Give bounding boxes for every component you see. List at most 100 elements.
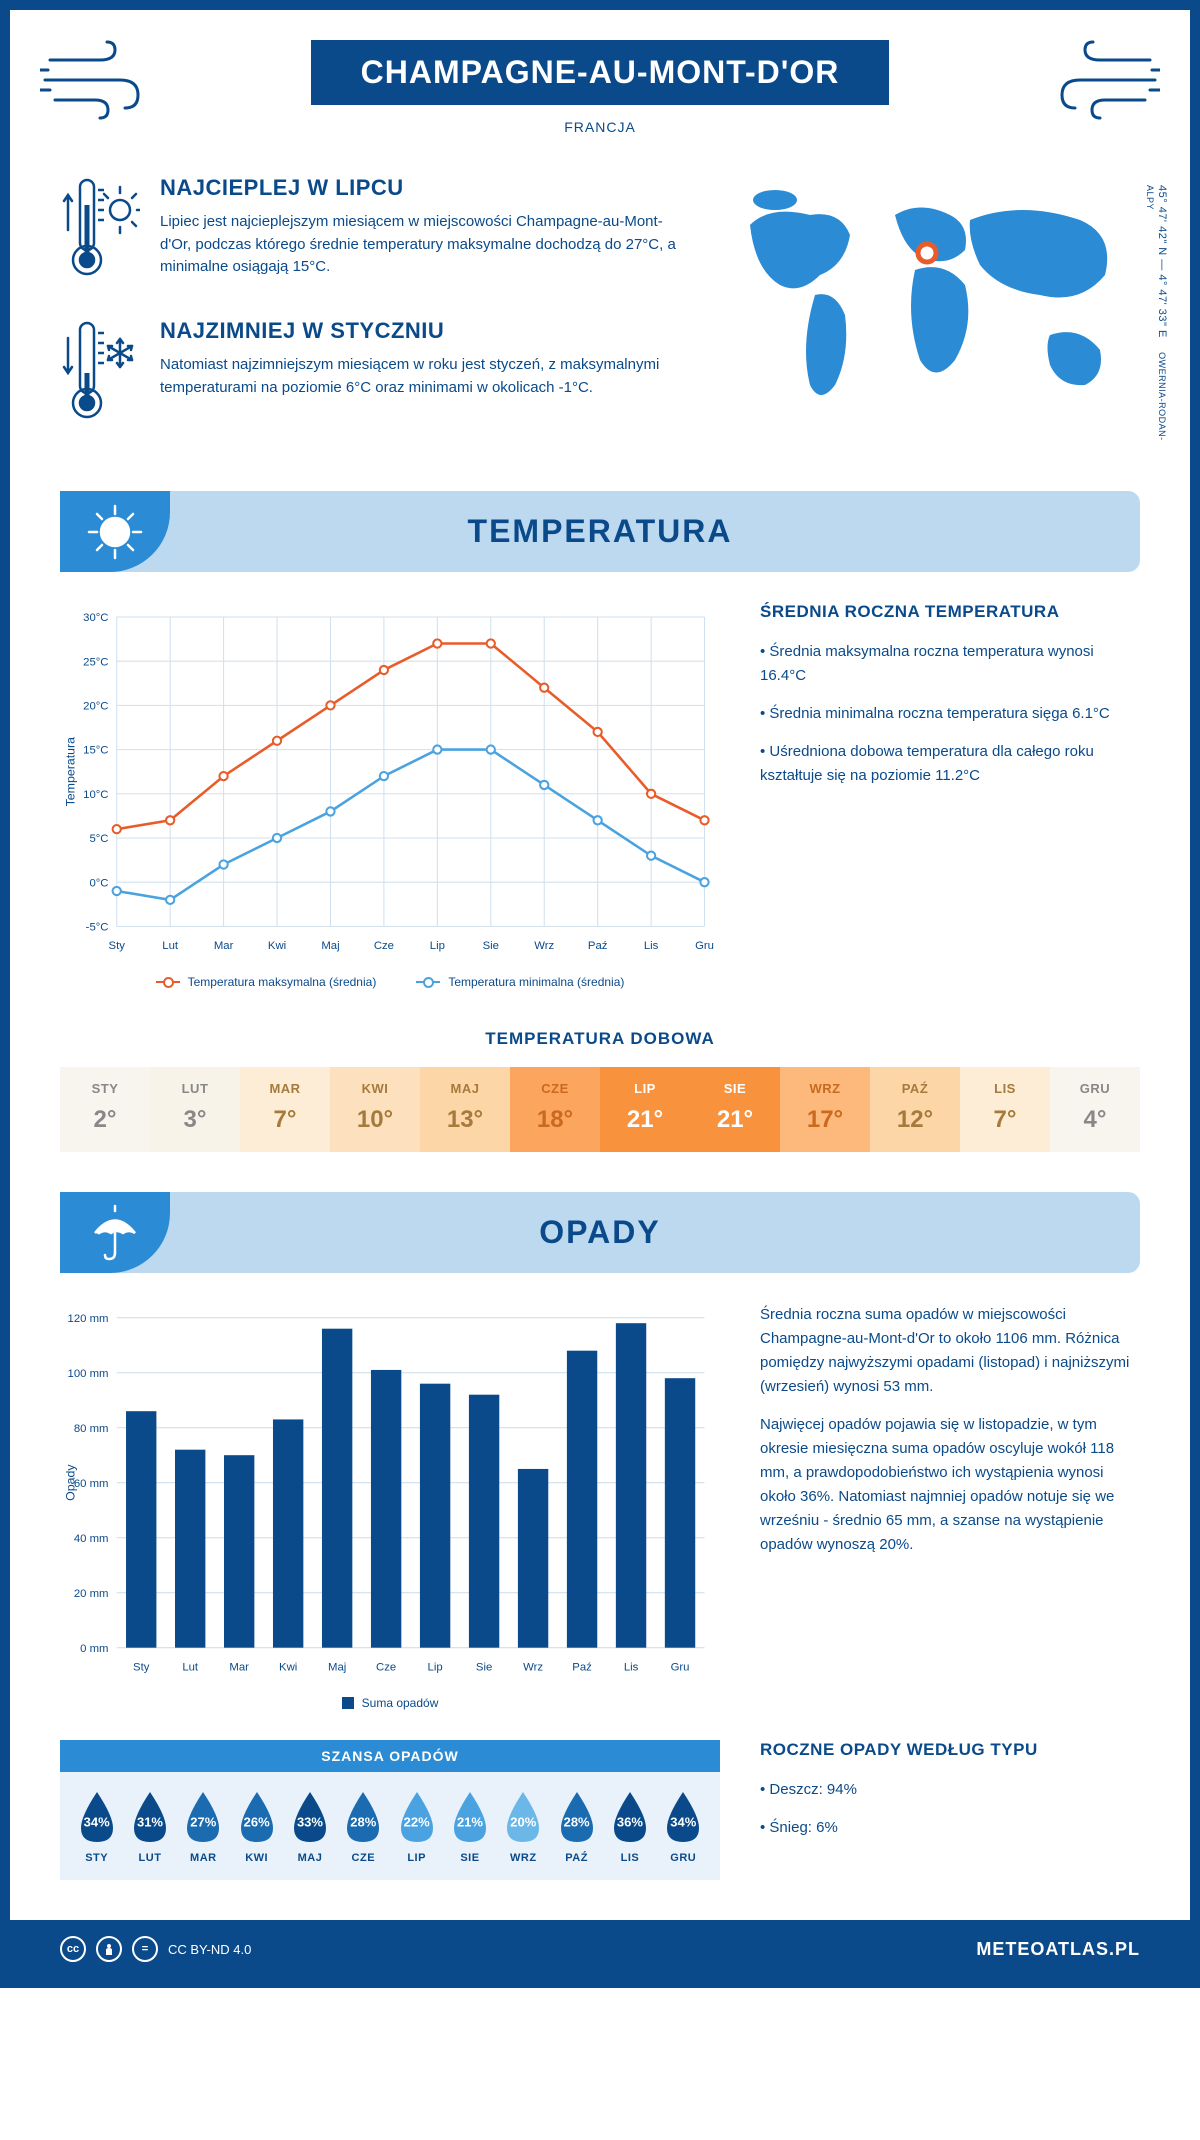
svg-text:60 mm: 60 mm — [74, 1478, 109, 1490]
sun-icon — [60, 491, 170, 572]
rain-drop: 20%WRZ — [497, 1788, 550, 1864]
wind-icon-left — [40, 40, 160, 120]
svg-text:Wrz: Wrz — [523, 1661, 543, 1673]
umbrella-icon — [60, 1192, 170, 1273]
footer: cc = CC BY-ND 4.0 METEOATLAS.PL — [10, 1920, 1190, 1978]
svg-text:Mar: Mar — [214, 940, 234, 952]
rain-drop: 34%STY — [70, 1788, 123, 1864]
temp-cell: WRZ17° — [780, 1067, 870, 1152]
rain-drop: 26%KWI — [230, 1788, 283, 1864]
page-title: CHAMPAGNE-AU-MONT-D'OR — [311, 40, 890, 105]
svg-text:15°C: 15°C — [83, 745, 108, 757]
svg-text:30°C: 30°C — [83, 612, 108, 624]
temp-bullet: • Średnia maksymalna roczna temperatura … — [760, 640, 1140, 688]
world-map: 45° 47' 42" N — 4° 47' 33" E OWERNIA-ROD… — [720, 175, 1140, 461]
header: CHAMPAGNE-AU-MONT-D'OR FRANCJA — [10, 10, 1190, 155]
country-label: FRANCJA — [10, 119, 1190, 135]
precip-p2: Najwięcej opadów pojawia się w listopadz… — [760, 1413, 1140, 1557]
fact-cold-text: Natomiast najzimniejszym miesiącem w rok… — [160, 354, 680, 399]
temp-bullet: • Uśredniona dobowa temperatura dla całe… — [760, 740, 1140, 788]
legend-max: Temperatura maksymalna (średnia) — [156, 975, 377, 989]
svg-text:Sty: Sty — [109, 940, 126, 952]
nd-icon: = — [132, 1936, 158, 1962]
temp-cell: MAR7° — [240, 1067, 330, 1152]
svg-text:Lip: Lip — [430, 940, 445, 952]
svg-text:Kwi: Kwi — [268, 940, 286, 952]
daily-temp-strip: STY2°LUT3°MAR7°KWI10°MAJ13°CZE18°LIP21°S… — [60, 1067, 1140, 1152]
temperature-banner: TEMPERATURA — [60, 491, 1140, 572]
svg-text:Cze: Cze — [376, 1661, 396, 1673]
wind-icon-right — [1040, 40, 1160, 120]
fact-hottest: NAJCIEPLEJ W LIPCU Lipiec jest najcieple… — [60, 175, 680, 290]
precipitation-title: OPADY — [539, 1214, 660, 1250]
infographic-frame: CHAMPAGNE-AU-MONT-D'OR FRANCJA NAJCIEPLE… — [0, 0, 1200, 1988]
temp-cell: GRU4° — [1050, 1067, 1140, 1152]
temp-cell: CZE18° — [510, 1067, 600, 1152]
rain-drop: 36%LIS — [603, 1788, 656, 1864]
svg-text:Wrz: Wrz — [534, 940, 554, 952]
svg-text:Paź: Paź — [572, 1661, 592, 1673]
svg-text:80 mm: 80 mm — [74, 1423, 109, 1435]
svg-text:40 mm: 40 mm — [74, 1533, 109, 1545]
intro-section: NAJCIEPLEJ W LIPCU Lipiec jest najcieple… — [10, 155, 1190, 491]
license-text: CC BY-ND 4.0 — [168, 1942, 251, 1957]
rain-drop: 28%CZE — [337, 1788, 390, 1864]
svg-text:20 mm: 20 mm — [74, 1588, 109, 1600]
temp-cell: MAJ13° — [420, 1067, 510, 1152]
svg-text:0°C: 0°C — [89, 877, 108, 889]
svg-text:100 mm: 100 mm — [68, 1368, 109, 1380]
by-type-heading: ROCZNE OPADY WEDŁUG TYPU — [760, 1740, 1140, 1760]
svg-text:20°C: 20°C — [83, 701, 108, 713]
svg-text:Paź: Paź — [588, 940, 608, 952]
svg-text:Cze: Cze — [374, 940, 394, 952]
legend-rain: Suma opadów — [342, 1696, 439, 1710]
thermometer-hot-icon — [60, 175, 140, 290]
by-type-line: • Deszcz: 94% — [760, 1778, 1140, 1802]
coords-text: 45° 47' 42" N — 4° 47' 33" E — [1156, 185, 1168, 338]
precipitation-banner: OPADY — [60, 1192, 1140, 1273]
temp-cell: LUT3° — [150, 1067, 240, 1152]
svg-text:Lis: Lis — [624, 1661, 639, 1673]
temperature-title: TEMPERATURA — [468, 513, 733, 549]
site-name: METEOATLAS.PL — [976, 1939, 1140, 1960]
rain-drop: 34%GRU — [657, 1788, 710, 1864]
temp-cell: PAŹ12° — [870, 1067, 960, 1152]
fact-hot-title: NAJCIEPLEJ W LIPCU — [160, 175, 680, 201]
precipitation-body: 0 mm20 mm40 mm60 mm80 mm100 mm120 mmStyL… — [10, 1303, 1190, 1740]
temp-cell: STY2° — [60, 1067, 150, 1152]
svg-text:Lut: Lut — [162, 940, 179, 952]
svg-text:Temperatura: Temperatura — [63, 737, 77, 807]
svg-text:5°C: 5°C — [89, 833, 108, 845]
by-type-line: • Śnieg: 6% — [760, 1816, 1140, 1840]
svg-text:Maj: Maj — [328, 1661, 346, 1673]
legend-min: Temperatura minimalna (średnia) — [416, 975, 624, 989]
rain-drop: 21%SIE — [443, 1788, 496, 1864]
svg-text:Gru: Gru — [695, 940, 714, 952]
temperature-body: -5°C0°C5°C10°C15°C20°C25°C30°CStyLutMarK… — [10, 602, 1190, 1019]
svg-text:Mar: Mar — [229, 1661, 249, 1673]
svg-text:Lip: Lip — [428, 1661, 443, 1673]
svg-text:25°C: 25°C — [83, 656, 108, 668]
svg-text:Lut: Lut — [182, 1661, 199, 1673]
by-icon — [96, 1936, 122, 1962]
rain-chance-heading: SZANSA OPADÓW — [60, 1740, 720, 1772]
temp-cell: KWI10° — [330, 1067, 420, 1152]
svg-text:120 mm: 120 mm — [68, 1313, 109, 1325]
temp-cell: SIE21° — [690, 1067, 780, 1152]
thermometer-cold-icon — [60, 318, 140, 433]
svg-text:Lis: Lis — [644, 940, 659, 952]
precip-p1: Średnia roczna suma opadów w miejscowośc… — [760, 1303, 1140, 1399]
rain-drop: 22%LIP — [390, 1788, 443, 1864]
svg-text:Sie: Sie — [476, 1661, 492, 1673]
svg-text:Gru: Gru — [671, 1661, 690, 1673]
location-marker — [918, 244, 936, 262]
svg-text:Sty: Sty — [133, 1661, 150, 1673]
svg-text:Kwi: Kwi — [279, 1661, 297, 1673]
daily-temp-heading: TEMPERATURA DOBOWA — [10, 1029, 1190, 1049]
svg-text:Opady: Opady — [63, 1464, 77, 1501]
svg-text:Sie: Sie — [483, 940, 499, 952]
rain-drop: 33%MAJ — [283, 1788, 336, 1864]
temp-cell: LIS7° — [960, 1067, 1050, 1152]
precipitation-bar-chart: 0 mm20 mm40 mm60 mm80 mm100 mm120 mmStyL… — [60, 1303, 720, 1683]
temp-bullet: • Średnia minimalna roczna temperatura s… — [760, 702, 1140, 726]
